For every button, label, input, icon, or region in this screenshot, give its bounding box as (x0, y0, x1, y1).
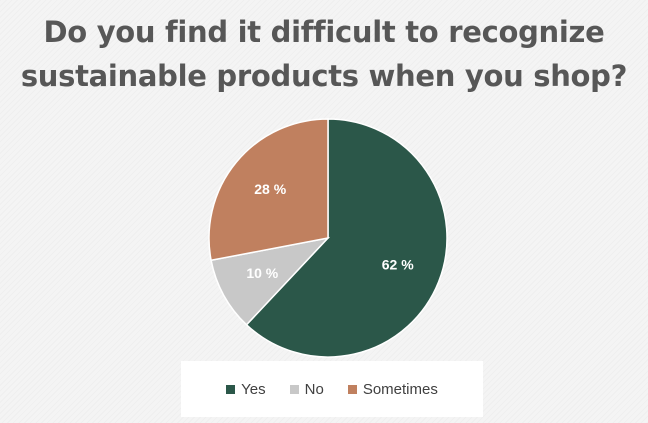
chart-title-line-1: Do you find it difficult to recognize (43, 15, 605, 49)
legend-label: Yes (241, 380, 266, 398)
data-label-sometimes: 28 % (254, 181, 286, 197)
legend-swatch (289, 384, 299, 394)
legend-swatch (347, 384, 357, 394)
chart-title-line-2: sustainable products when you shop? (20, 59, 628, 93)
pie-slice-no (210, 236, 331, 326)
legend-item-sometimes: Sometimes (347, 380, 438, 398)
legend-item-no: No (289, 380, 324, 398)
pie-slice-yes (245, 118, 448, 358)
pie-slice-sometimes (208, 118, 329, 262)
data-label-no: 10 % (246, 265, 278, 281)
legend-label: Sometimes (362, 380, 438, 398)
chart-title: Do you find it difficult to recognize su… (0, 10, 648, 98)
data-label-yes: 62 % (382, 256, 414, 272)
legend-item-yes: Yes (226, 380, 266, 398)
legend-label: No (304, 380, 324, 398)
legend-swatch (226, 384, 236, 394)
legend: Yes No Sometimes (181, 361, 483, 417)
